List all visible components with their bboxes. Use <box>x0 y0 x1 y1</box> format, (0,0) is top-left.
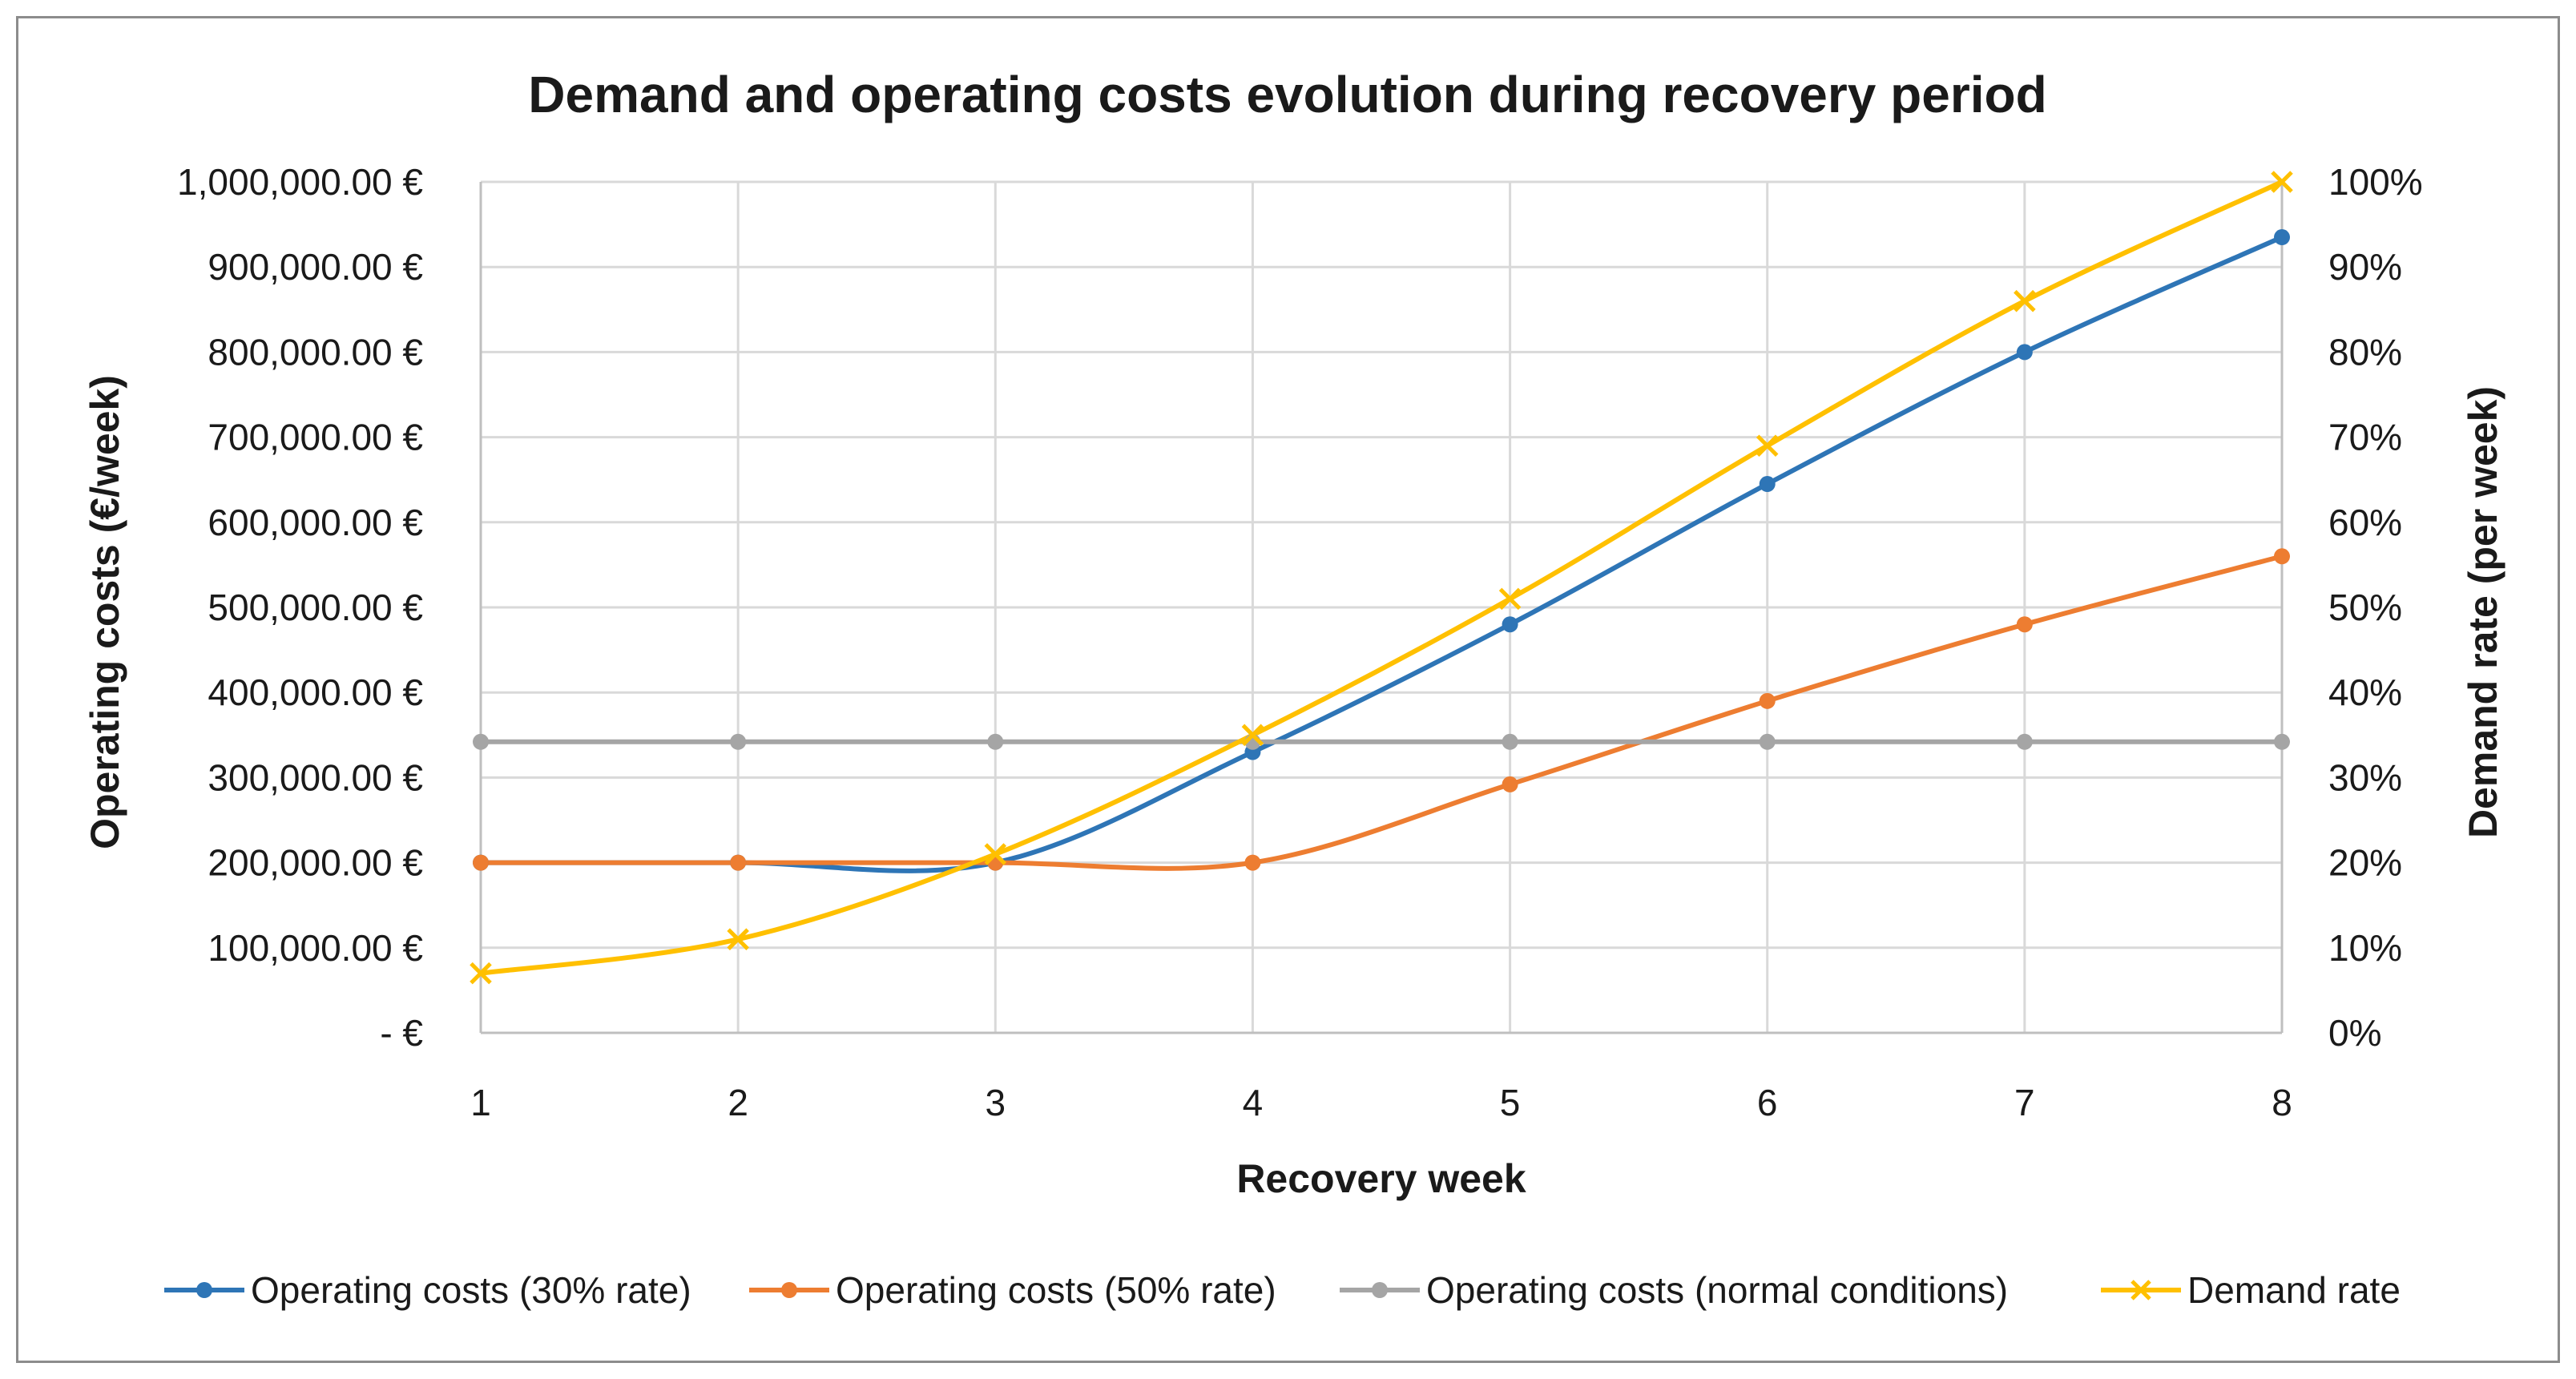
y-left-tick-label: 200,000.00 € <box>208 842 423 884</box>
x-tick-label: 7 <box>2014 1082 2035 1123</box>
legend-label: Demand rate <box>2187 1269 2401 1311</box>
data-point-demand-rate <box>984 843 1007 865</box>
legend-marker <box>196 1282 212 1298</box>
marker-stroke <box>1756 434 1779 457</box>
data-point-operating-costs-50-rate <box>1759 692 1776 709</box>
chart-frame <box>16 16 2560 1363</box>
y-left-tick-label: 900,000.00 € <box>208 246 423 288</box>
chart-title: Demand and operating costs evolution dur… <box>528 66 2046 123</box>
x-axis-title: Recovery week <box>1236 1156 1526 1201</box>
data-point-operating-costs-normal-conditions <box>1502 733 1518 750</box>
x-tick-label: 5 <box>1500 1082 1521 1123</box>
data-point-demand-rate <box>1498 587 1522 611</box>
x-tick-label: 6 <box>1757 1082 1778 1123</box>
legend-item-operating-costs-30-rate: Operating costs (30% rate) <box>164 1269 691 1311</box>
series-markers <box>470 171 2293 985</box>
data-point-operating-costs-normal-conditions <box>2274 733 2290 750</box>
series-line-operating-costs-50-rate <box>481 554 2283 871</box>
y-left-tick-label: 700,000.00 € <box>208 417 423 458</box>
legend-marker <box>781 1282 797 1298</box>
data-point-operating-costs-50-rate <box>730 854 747 871</box>
y-axis-left-title: Operating costs (€/week) <box>83 375 127 849</box>
legend-item-operating-costs-50-rate: Operating costs (50% rate) <box>749 1269 1276 1311</box>
y-left-tick-label: 1,000,000.00 € <box>177 161 423 203</box>
y-left-tick-label: 800,000.00 € <box>208 331 423 373</box>
y-left-tick-label: 100,000.00 € <box>208 927 423 969</box>
x-tick-label: 8 <box>2272 1082 2292 1123</box>
y-left-tick-label: 600,000.00 € <box>208 502 423 543</box>
data-point-demand-rate <box>1756 434 1779 457</box>
x-tick-label: 1 <box>470 1082 491 1123</box>
legend-label: Operating costs (30% rate) <box>251 1269 691 1311</box>
axes <box>479 182 2284 1034</box>
series-line-demand-rate <box>480 179 2284 976</box>
data-point-operating-costs-30-rate <box>1502 616 1518 633</box>
data-point-demand-rate <box>470 962 492 985</box>
y-right-tick-label: 90% <box>2328 246 2402 288</box>
data-point-operating-costs-normal-conditions <box>473 733 489 750</box>
y-right-tick-label: 70% <box>2328 417 2402 458</box>
x-tick-label: 4 <box>1243 1082 1264 1123</box>
y-left-tick-label: 300,000.00 € <box>208 756 423 798</box>
data-point-operating-costs-normal-conditions <box>2016 733 2033 750</box>
y-right-tick-label: 100% <box>2328 161 2423 203</box>
data-point-operating-costs-normal-conditions <box>1759 733 1776 750</box>
legend-label: Operating costs (50% rate) <box>836 1269 1276 1311</box>
marker-stroke <box>2014 289 2036 312</box>
x-tick-label: 2 <box>728 1082 748 1123</box>
data-point-operating-costs-normal-conditions <box>730 733 747 750</box>
marker-stroke <box>984 843 1007 865</box>
y-left-tick-label: 400,000.00 € <box>208 671 423 713</box>
y-axis-right-title: Demand rate (per week) <box>2461 386 2505 838</box>
marker-stroke <box>470 962 492 985</box>
data-point-operating-costs-50-rate <box>1502 776 1518 792</box>
y-right-tick-label: 60% <box>2328 502 2402 543</box>
series-line-operating-costs-30-rate <box>481 235 2284 873</box>
series-lines <box>480 179 2284 976</box>
data-point-operating-costs-50-rate <box>2016 616 2033 633</box>
y-right-tick-label: 50% <box>2328 587 2402 628</box>
y-right-tick-label: 80% <box>2328 331 2402 373</box>
legend-marker <box>2131 1280 2151 1300</box>
data-point-demand-rate <box>2014 289 2036 312</box>
tick-labels: - € 0% 100,000.00 € 10% 200,000.00 € 20% 300,0… <box>177 161 2423 1123</box>
data-point-operating-costs-normal-conditions <box>987 733 1004 750</box>
data-point-operating-costs-30-rate <box>2016 344 2033 361</box>
data-point-operating-costs-30-rate <box>1759 476 1776 493</box>
legend-label: Operating costs (normal conditions) <box>1426 1269 2008 1311</box>
y-right-tick-label: 20% <box>2328 842 2402 884</box>
marker-stroke <box>1241 724 1264 747</box>
y-left-tick-label: 500,000.00 € <box>208 587 423 628</box>
legend-item-demand-rate: Demand rate <box>2101 1269 2401 1311</box>
data-point-operating-costs-50-rate <box>2274 548 2290 565</box>
y-right-tick-label: 40% <box>2328 671 2402 713</box>
y-right-tick-label: 0% <box>2328 1012 2381 1054</box>
y-left-tick-label: - € <box>380 1012 423 1054</box>
legend-marker <box>1372 1282 1388 1298</box>
data-point-demand-rate <box>727 928 749 950</box>
marker-stroke <box>727 928 749 950</box>
marker-stroke <box>1498 587 1522 611</box>
data-point-operating-costs-50-rate <box>1244 854 1261 871</box>
legend-item-operating-costs-normal-conditions: Operating costs (normal conditions) <box>1340 1269 2008 1311</box>
legend: Operating costs (30% rate) Operating cost… <box>164 1269 2401 1311</box>
data-point-operating-costs-30-rate <box>2274 229 2290 246</box>
marker-stroke <box>2271 171 2293 193</box>
data-point-demand-rate <box>1241 724 1264 747</box>
data-point-demand-rate <box>2271 171 2293 193</box>
data-point-operating-costs-50-rate <box>473 854 489 871</box>
y-right-tick-label: 30% <box>2328 756 2402 798</box>
x-tick-label: 3 <box>985 1082 1006 1123</box>
y-right-tick-label: 10% <box>2328 927 2402 969</box>
